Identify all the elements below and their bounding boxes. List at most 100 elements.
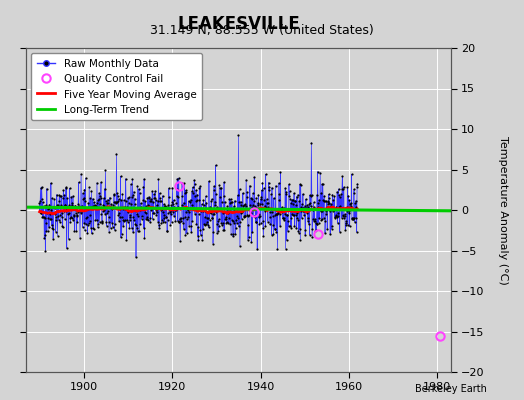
Point <box>183 230 191 236</box>
Point <box>78 202 86 209</box>
Point <box>127 225 136 232</box>
Point <box>222 219 231 226</box>
Point <box>240 214 248 220</box>
Point <box>167 202 176 208</box>
Point <box>248 190 257 196</box>
Point <box>309 206 318 213</box>
Point <box>350 186 358 192</box>
Point <box>68 214 76 221</box>
Point <box>352 204 361 210</box>
Point <box>290 222 299 229</box>
Point <box>256 213 264 220</box>
Point <box>128 192 137 198</box>
Point <box>136 221 145 228</box>
Point <box>322 210 330 217</box>
Point <box>228 218 237 224</box>
Point <box>70 228 79 234</box>
Point <box>267 191 276 197</box>
Point <box>256 196 265 202</box>
Point <box>305 192 314 198</box>
Point <box>184 206 192 212</box>
Point <box>164 202 172 209</box>
Point <box>270 206 278 212</box>
Point <box>145 202 153 209</box>
Point <box>332 211 340 218</box>
Point <box>95 219 104 225</box>
Point <box>274 210 282 216</box>
Point <box>117 230 126 237</box>
Point <box>349 216 357 222</box>
Point <box>122 198 130 204</box>
Point <box>174 175 183 181</box>
Point <box>211 162 220 168</box>
Point <box>314 219 323 226</box>
Point <box>90 226 98 232</box>
Point <box>265 184 274 190</box>
Point <box>121 206 129 212</box>
Point <box>148 216 157 222</box>
Point <box>130 196 139 202</box>
Point <box>254 202 262 208</box>
Point <box>191 197 200 204</box>
Point <box>74 201 82 207</box>
Point <box>146 198 154 204</box>
Point <box>50 204 59 211</box>
Point <box>94 197 102 204</box>
Point <box>49 226 58 232</box>
Point <box>186 199 194 206</box>
Point <box>242 202 250 209</box>
Point <box>339 212 347 218</box>
Point <box>225 200 234 206</box>
Point <box>142 216 150 222</box>
Point <box>139 225 148 231</box>
Point <box>264 204 272 210</box>
Point <box>304 218 312 224</box>
Point <box>150 195 159 201</box>
Point <box>336 206 345 212</box>
Point <box>332 213 340 220</box>
Point <box>107 201 115 208</box>
Point <box>56 219 64 226</box>
Point <box>287 225 296 231</box>
Point <box>113 190 122 197</box>
Point <box>154 219 162 225</box>
Point <box>293 214 302 221</box>
Point <box>137 216 146 222</box>
Point <box>169 208 177 215</box>
Point <box>195 185 203 191</box>
Point <box>338 186 346 193</box>
Point <box>275 180 283 186</box>
Point <box>292 193 301 200</box>
Point <box>53 202 61 208</box>
Point <box>315 196 323 203</box>
Point <box>132 254 140 260</box>
Point <box>286 188 294 195</box>
Point <box>236 243 244 249</box>
Point <box>129 229 137 235</box>
Point <box>251 203 259 210</box>
Point <box>313 221 321 227</box>
Point <box>144 217 152 223</box>
Point <box>95 190 103 196</box>
Point <box>324 199 333 205</box>
Point <box>262 205 270 212</box>
Point <box>239 202 248 208</box>
Point <box>343 184 352 190</box>
Point <box>241 213 249 220</box>
Point <box>40 232 49 238</box>
Point <box>102 198 110 204</box>
Point <box>198 207 206 214</box>
Point <box>63 195 71 201</box>
Point <box>291 198 299 204</box>
Point <box>69 193 77 199</box>
Point <box>105 229 113 235</box>
Point <box>155 224 163 231</box>
Point <box>69 217 78 224</box>
Point <box>44 215 52 221</box>
Point <box>288 196 296 203</box>
Point <box>41 202 50 209</box>
Point <box>299 191 307 197</box>
Point <box>78 207 86 214</box>
Point <box>347 171 356 178</box>
Point <box>190 181 199 188</box>
